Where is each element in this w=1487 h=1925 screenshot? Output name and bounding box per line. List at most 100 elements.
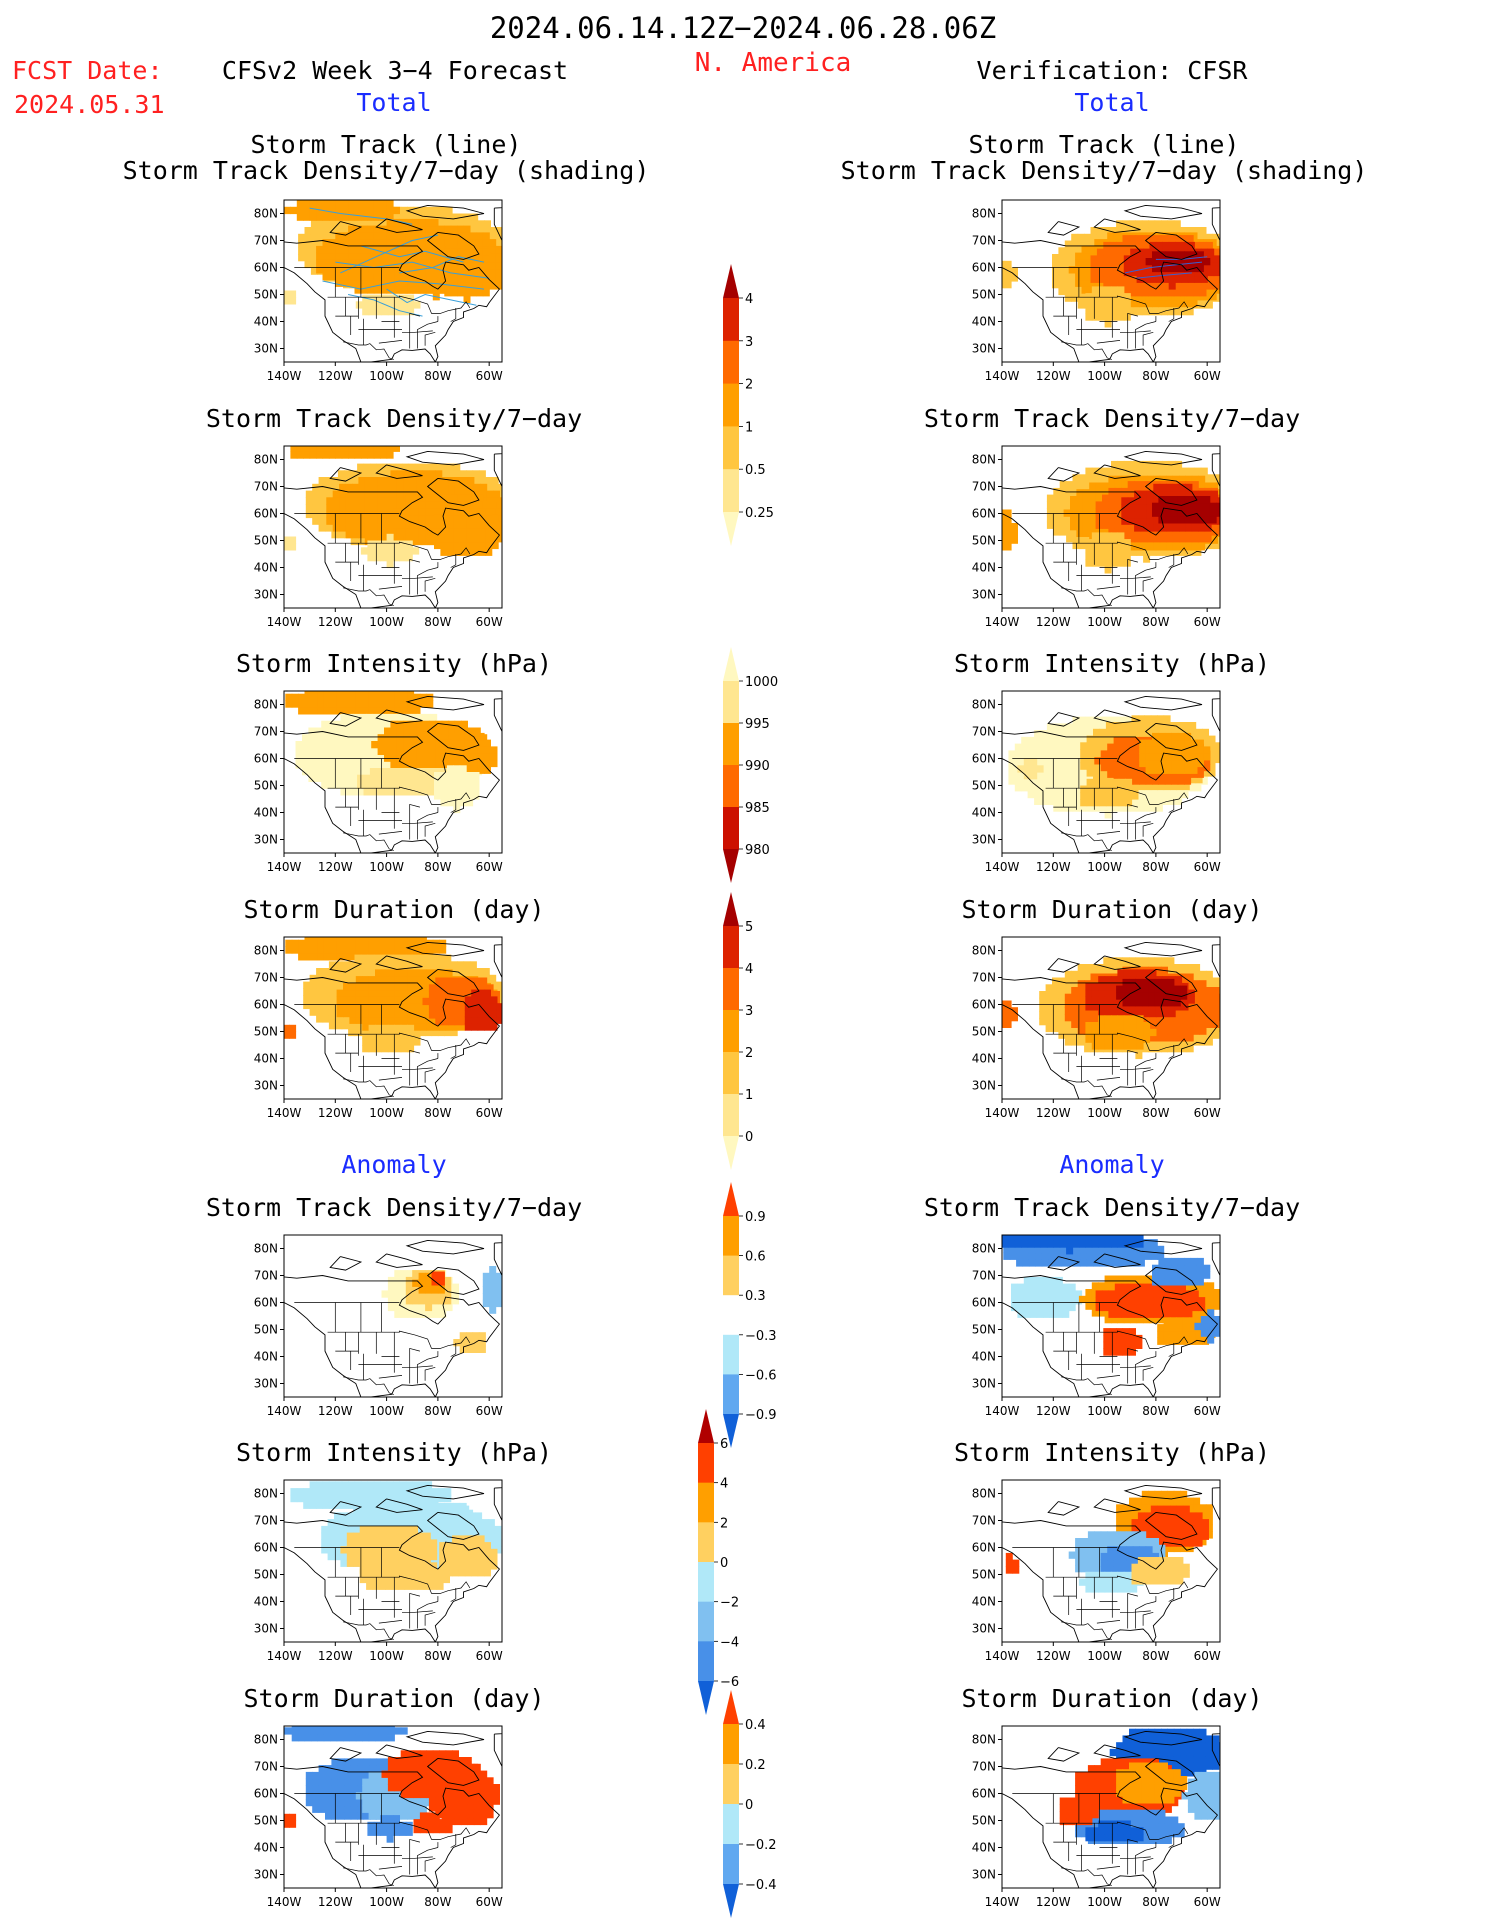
shading-region: [285, 691, 434, 722]
lon-tick-label: 80W: [424, 369, 451, 383]
lon-tick-label: 80W: [1142, 1895, 1169, 1909]
border-line: [378, 340, 403, 344]
lat-tick-label: 30N: [254, 1868, 278, 1882]
colorbar-segment: [723, 1010, 739, 1053]
border-line: [342, 1867, 394, 1886]
verification-intensity-anom-map: 80N 70N 60N 50N 40N 30N 140W 120W 100W 80W 60W: [972, 1479, 1221, 1663]
lat-tick-label: 80N: [972, 453, 996, 467]
lon-tick-label: 120W: [1036, 860, 1071, 874]
border-line: [1142, 1366, 1154, 1381]
border-line: [402, 1856, 433, 1859]
colorbar-bottom-arrow: [723, 1136, 739, 1170]
shading-region: [1085, 1820, 1144, 1842]
lon-tick-label: 100W: [1087, 1404, 1122, 1418]
shading-region: [1002, 1000, 1018, 1028]
lon-tick-label: 100W: [369, 1649, 404, 1663]
coastline: [284, 240, 501, 362]
colorbar-segment: [723, 1764, 739, 1805]
lat-tick-label: 50N: [972, 1323, 996, 1337]
map-outline: [284, 450, 502, 608]
island-outline: [1211, 1487, 1220, 1522]
lon-tick-label: 120W: [318, 1649, 353, 1663]
verification-title: Verification: CFSR: [976, 56, 1248, 85]
shading-region: [1145, 251, 1211, 273]
storm-track: [340, 234, 439, 274]
forecast-density-map: 80N 70N 60N 50N 40N 30N 140W 120W 100W 80W 60W: [254, 445, 503, 629]
island-outline: [1093, 464, 1141, 479]
border-line: [1168, 799, 1175, 813]
border-line: [1127, 1838, 1138, 1875]
track-shading-title: Storm Track Density/7−day (shading): [122, 156, 650, 186]
border-line: [409, 1347, 420, 1384]
shading-region: [362, 1024, 421, 1053]
island-outline: [1211, 1242, 1220, 1277]
border-line: [1120, 1067, 1151, 1070]
island-outline: [1123, 1239, 1203, 1255]
lon-tick-label: 140W: [267, 369, 302, 383]
border-line: [417, 1601, 438, 1629]
border-line: [1060, 587, 1112, 606]
track-line-title: Storm Track (line): [968, 130, 1240, 159]
colorbar-label: 4: [720, 1477, 728, 1492]
border-line: [1127, 1049, 1138, 1086]
lat-tick-label: 80N: [972, 1242, 996, 1256]
colorbar-segment: [723, 1094, 739, 1137]
colorbar-segment: [723, 807, 739, 850]
colorbar-label: 1000: [745, 675, 778, 690]
island-outline: [1211, 944, 1220, 979]
lat-tick-label: 60N: [972, 261, 996, 275]
map-outline: [1002, 204, 1220, 362]
shading-region: [359, 1562, 450, 1590]
storm-track: [1124, 261, 1203, 274]
lat-tick-label: 50N: [972, 288, 996, 302]
border-line: [1135, 1058, 1156, 1086]
island-outline: [1211, 1733, 1220, 1768]
lon-tick-label: 120W: [318, 860, 353, 874]
field-shading: [1002, 957, 1220, 1060]
lon-tick-label: 80W: [1142, 1106, 1169, 1120]
colorbar-top-arrow: [723, 892, 739, 926]
border-line: [1120, 576, 1151, 579]
border-line: [1060, 1078, 1112, 1097]
lat-tick-label: 60N: [972, 752, 996, 766]
lat-tick-label: 30N: [972, 588, 996, 602]
map-outline: [284, 695, 502, 853]
forecast-intensity-anom-title: Storm Intensity (hPa): [235, 1438, 553, 1467]
island-outline: [329, 1747, 363, 1762]
map-frame: [1001, 1234, 1221, 1398]
lat-tick-label: 60N: [972, 507, 996, 521]
lon-tick-label: 100W: [369, 1106, 404, 1120]
lon-tick-label: 100W: [1087, 1649, 1122, 1663]
shading-region: [367, 1815, 413, 1843]
shading-region: [284, 1726, 408, 1742]
border-line: [342, 1621, 394, 1640]
colorbar-label: 4: [745, 292, 753, 307]
border-line: [1135, 1847, 1156, 1875]
colorbar-label: −0.2: [745, 1838, 777, 1853]
lat-tick-label: 40N: [972, 1052, 996, 1066]
island-outline: [426, 722, 480, 751]
lon-tick-label: 100W: [1087, 1895, 1122, 1909]
colorbar-label: 5: [745, 920, 753, 935]
lat-tick-label: 40N: [254, 315, 278, 329]
lon-tick-label: 140W: [985, 369, 1020, 383]
border-line: [1168, 1343, 1175, 1357]
lon-tick-label: 140W: [985, 860, 1020, 874]
island-outline: [329, 1256, 363, 1271]
lat-tick-label: 70N: [972, 234, 996, 248]
lat-tick-label: 50N: [972, 1025, 996, 1039]
border-line: [424, 331, 436, 346]
border-line: [424, 1857, 436, 1872]
lat-tick-label: 30N: [254, 1622, 278, 1636]
forecast-anomaly-label: Anomaly: [341, 1150, 447, 1179]
shading-region: [434, 1502, 474, 1531]
shading-region: [1080, 778, 1139, 807]
map-frame: [283, 690, 503, 854]
colorbar-top-arrow: [698, 1409, 714, 1443]
border-line: [1045, 786, 1189, 805]
lat-tick-label: 70N: [254, 725, 278, 739]
island-outline: [375, 1498, 423, 1513]
lon-tick-label: 140W: [267, 860, 302, 874]
colorbar-segment: [723, 1804, 739, 1845]
density-total-colorbar: 4 3 2 1 0.5 0.25: [723, 264, 774, 546]
